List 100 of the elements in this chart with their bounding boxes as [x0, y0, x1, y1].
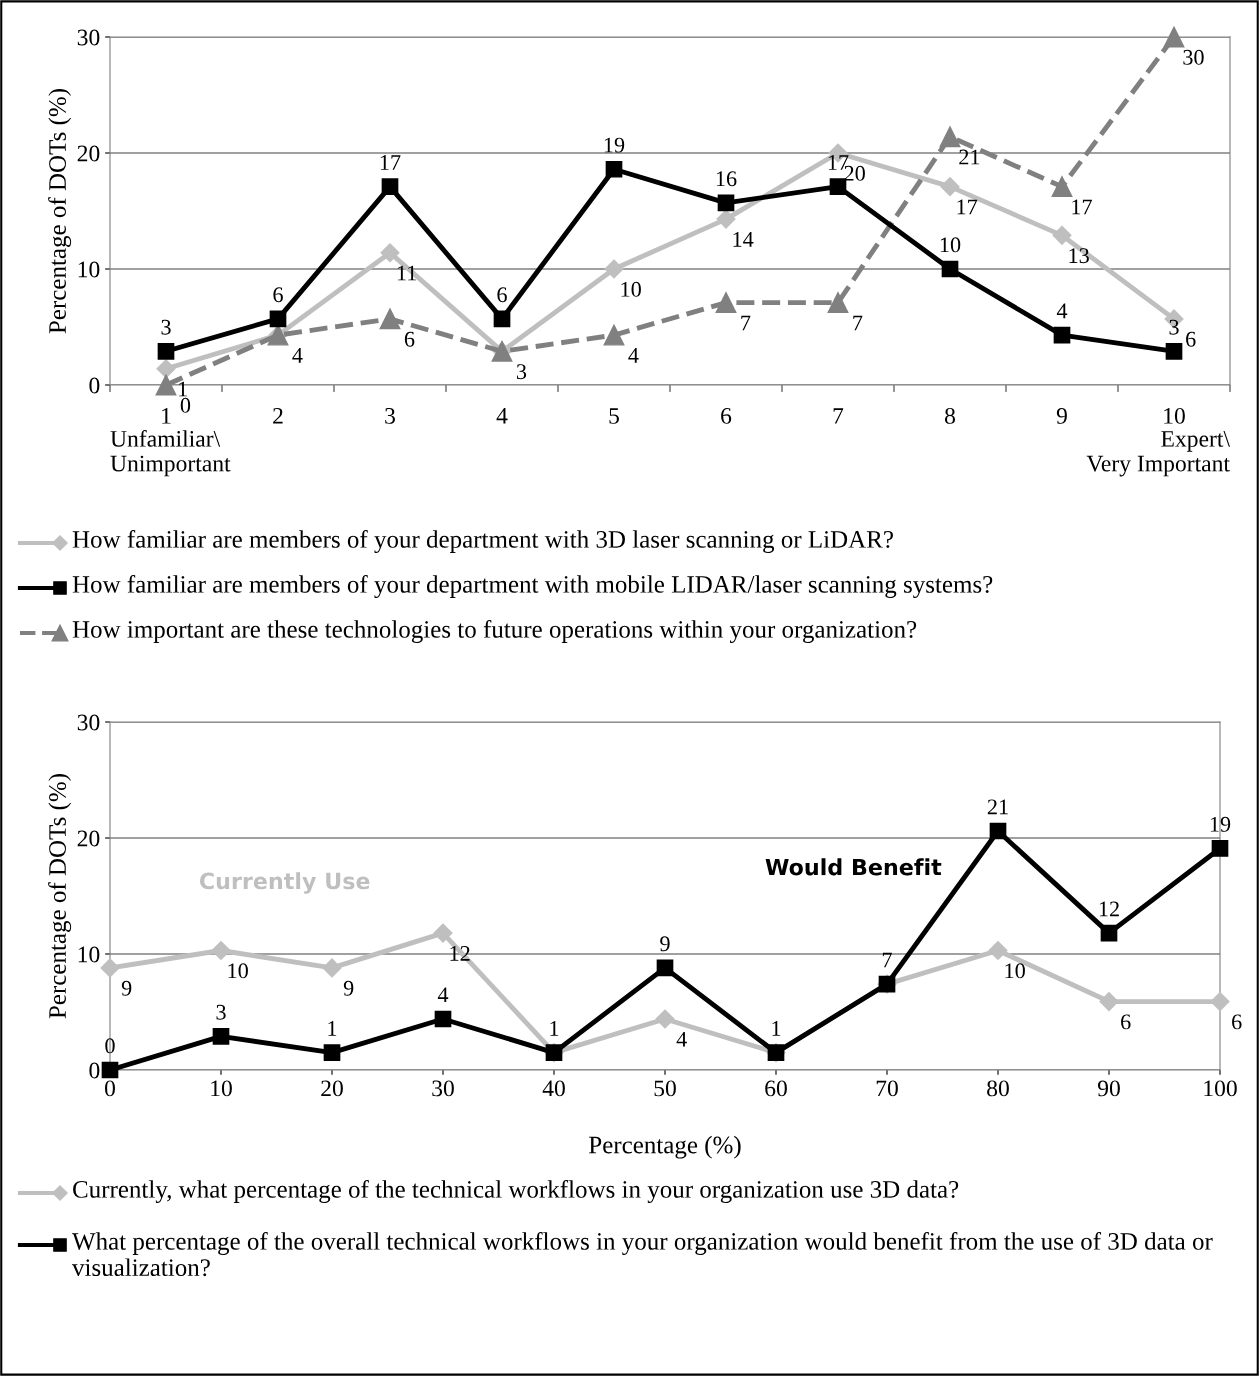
legend-label: How important are these technologies to future operations within your organization? — [72, 620, 917, 643]
point — [212, 1028, 230, 1045]
data-label: 13 — [1069, 248, 1089, 264]
data-label: 17 — [380, 155, 401, 170]
data-label: 10 — [228, 963, 248, 979]
y-tick-label: 0 — [89, 1062, 100, 1079]
data-label: 16 — [716, 171, 737, 187]
data-label: 1 — [772, 1021, 781, 1036]
x-tick-label: 50 — [654, 1080, 676, 1097]
y-tick-label: 30 — [77, 714, 100, 731]
point — [941, 260, 959, 278]
point — [322, 958, 342, 978]
data-label: 0 — [105, 1038, 115, 1054]
x-tick-label: 10 — [211, 1080, 232, 1097]
point — [656, 959, 674, 977]
data-label: 17 — [957, 199, 978, 215]
data-label: 7 — [741, 315, 751, 331]
text: Expert\ Very Important — [1086, 431, 1230, 477]
data-label: 6 — [497, 287, 507, 303]
point — [827, 292, 849, 314]
data-label: 4 — [1056, 303, 1068, 319]
x-tick-label: 4 — [496, 408, 508, 424]
point — [717, 194, 735, 212]
data-label: 9 — [343, 980, 354, 996]
point — [493, 310, 511, 328]
point — [1052, 225, 1072, 245]
x-tick-label: 5 — [609, 408, 619, 424]
data-label: 4 — [628, 348, 639, 363]
point — [379, 308, 401, 330]
x-tick-label: 10 — [1164, 407, 1185, 424]
data-label: 1 — [179, 381, 187, 397]
data-label: 30 — [1183, 49, 1204, 65]
x-tick-label: 8 — [945, 407, 955, 424]
annotation: Currently Use — [199, 872, 370, 894]
point — [1051, 176, 1073, 198]
x-tick-label: 80 — [987, 1080, 1009, 1097]
data-label: 3 — [161, 319, 171, 335]
x-tick-label: 100 — [1204, 1080, 1237, 1097]
data-label: 12 — [1099, 901, 1119, 917]
data-label: 10 — [940, 237, 961, 253]
point — [1163, 26, 1185, 48]
x-tick-label: 60 — [765, 1080, 787, 1097]
y-tick-label: 20 — [77, 145, 100, 162]
data-label: 3 — [516, 364, 527, 380]
point — [715, 292, 737, 314]
point — [323, 1044, 341, 1061]
text: Unfamiliar\ Unimportant — [110, 430, 231, 477]
point — [101, 1061, 119, 1079]
x-tick-label: 1 — [162, 408, 171, 424]
data-label: 6 — [1186, 331, 1196, 347]
y-tick-label: 20 — [77, 830, 100, 847]
x-axis-title: Percentage (%) — [589, 1135, 741, 1159]
data-label: 4 — [676, 1031, 687, 1047]
data-label: 3 — [1169, 319, 1179, 335]
data-label: 10 — [1005, 963, 1025, 979]
data-label: 10 — [621, 281, 641, 297]
legend-label: What percentage of the overall technical workflows in your organization would benefit from the use of 3D data or visualization? — [72, 1232, 1213, 1277]
data-label: 6 — [404, 331, 415, 347]
x-tick-label: 2 — [273, 407, 283, 424]
data-label: 1 — [550, 1021, 559, 1036]
point — [1165, 343, 1183, 360]
y-axis-title: Percentage of DOTs (%) — [48, 774, 72, 1019]
data-label: 14 — [733, 232, 754, 247]
point — [381, 178, 399, 195]
point — [1210, 992, 1230, 1012]
x-tick-label: 3 — [385, 407, 395, 424]
point — [603, 324, 625, 346]
data-label: 6 — [273, 287, 283, 303]
data-label: 17 — [1072, 199, 1092, 215]
y-axis-title: Percentage of DOTs (%) — [48, 89, 72, 334]
point — [939, 126, 961, 148]
x-tick-label: 20 — [321, 1080, 343, 1097]
x-tick-label: 0 — [105, 1080, 115, 1097]
point — [655, 1009, 675, 1029]
point — [605, 160, 623, 178]
x-tick-label: 40 — [542, 1080, 565, 1097]
x-tick-label: 6 — [721, 407, 732, 424]
data-label: 21 — [959, 149, 980, 165]
point — [940, 177, 960, 197]
data-label: 7 — [853, 315, 863, 331]
point — [211, 940, 231, 961]
point — [988, 940, 1008, 961]
legend-label: Currently, what percentage of the technical workflows in your organization use 3D data? — [73, 1180, 959, 1203]
x-tick-label: 9 — [1056, 407, 1067, 424]
point — [1211, 840, 1229, 857]
data-label: 6 — [1121, 1014, 1131, 1030]
point — [604, 259, 624, 279]
x-tick-label: 7 — [833, 408, 844, 424]
x-tick-label: 90 — [1097, 1080, 1120, 1097]
data-label: 0 — [180, 397, 191, 413]
data-label: 6 — [1232, 1014, 1242, 1030]
data-label: 7 — [882, 952, 892, 968]
y-tick-label: 0 — [89, 377, 100, 394]
x-tick-label: 70 — [876, 1080, 898, 1097]
y-tick-label: 30 — [77, 29, 100, 46]
point — [380, 243, 400, 263]
data-label: 4 — [292, 348, 303, 363]
data-label: 9 — [660, 936, 670, 952]
point — [157, 343, 175, 360]
data-label: 3 — [216, 1004, 226, 1020]
